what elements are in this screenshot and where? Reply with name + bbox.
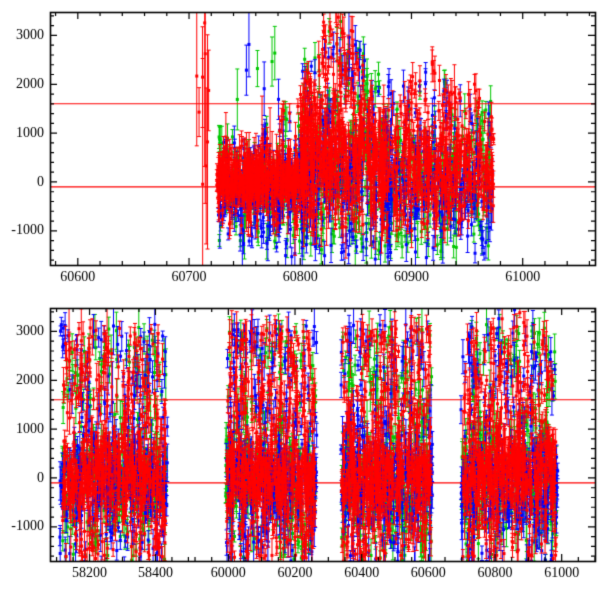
light-curve-figure <box>0 0 600 600</box>
light-curve-canvas <box>0 0 600 600</box>
